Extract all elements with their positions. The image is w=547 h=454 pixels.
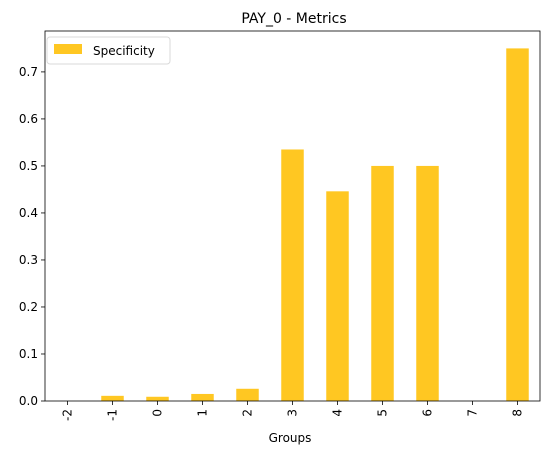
x-tick-label: 2 bbox=[241, 409, 255, 417]
y-tick-label: 0.5 bbox=[19, 159, 38, 173]
y-tick-label: 0.7 bbox=[19, 65, 38, 79]
legend-frame bbox=[46, 36, 171, 65]
bar-1 bbox=[191, 393, 214, 401]
y-tick-label: 0.1 bbox=[19, 347, 38, 361]
x-tick-label: 1 bbox=[196, 409, 210, 417]
bar-5 bbox=[371, 165, 394, 401]
bars-group bbox=[101, 48, 529, 402]
x-tick-label: 7 bbox=[466, 409, 480, 417]
bar-6 bbox=[416, 165, 439, 401]
x-tick-label: 0 bbox=[151, 409, 165, 417]
legend-swatch-specificity bbox=[54, 44, 82, 54]
y-tick-label: 0.0 bbox=[19, 394, 38, 408]
y-tick-label: 0.3 bbox=[19, 253, 38, 267]
x-axis-ticks: -2 -1 0 1 2 3 4 5 6 7 8 bbox=[61, 401, 525, 421]
bar-0 bbox=[146, 396, 169, 401]
x-tick-label: 4 bbox=[331, 409, 345, 417]
legend-label-specificity: Specificity bbox=[93, 44, 155, 58]
x-tick-label: 8 bbox=[511, 409, 525, 417]
bar-2 bbox=[236, 388, 259, 401]
legend: Specificity bbox=[46, 36, 171, 65]
x-tick-label: -1 bbox=[106, 409, 120, 421]
x-tick-label: 6 bbox=[421, 409, 435, 417]
x-axis-label: Groups bbox=[269, 431, 312, 445]
bar--1 bbox=[101, 395, 124, 401]
bar-3 bbox=[281, 149, 304, 401]
y-tick-label: 0.2 bbox=[19, 300, 38, 314]
y-tick-label: 0.4 bbox=[19, 206, 38, 220]
bar-8 bbox=[506, 48, 529, 402]
y-tick-label: 0.6 bbox=[19, 112, 38, 126]
x-tick-label: -2 bbox=[61, 409, 75, 421]
y-axis-ticks: 0.0 0.1 0.2 0.3 0.4 0.5 0.6 0.7 bbox=[19, 65, 45, 408]
plot-frame bbox=[44, 30, 541, 402]
bar-4 bbox=[326, 191, 349, 401]
x-tick-label: 5 bbox=[376, 409, 390, 417]
chart-title: PAY_0 - Metrics bbox=[241, 11, 346, 27]
x-tick-label: 3 bbox=[286, 409, 300, 417]
